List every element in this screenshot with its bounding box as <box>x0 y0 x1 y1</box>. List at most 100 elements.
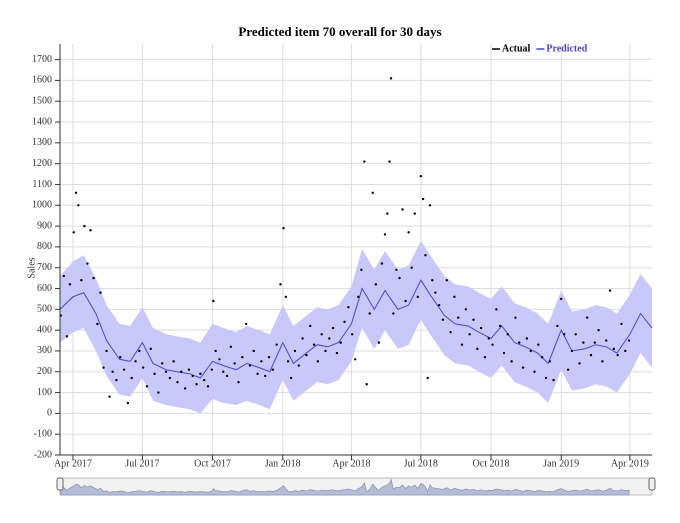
chart-title: Predicted item 70 overall for 30 days <box>238 24 441 39</box>
actual-point <box>608 289 612 292</box>
actual-point <box>563 333 566 336</box>
actual-point <box>437 303 441 307</box>
actual-point <box>86 262 89 265</box>
actual-point <box>377 341 381 344</box>
actual-point <box>264 374 267 378</box>
actual-point <box>331 326 335 330</box>
actual-point <box>105 349 108 353</box>
actual-point <box>464 308 468 311</box>
actual-point <box>309 324 312 328</box>
actual-point <box>354 358 357 361</box>
actual-point <box>92 276 95 280</box>
actual-point <box>233 362 236 365</box>
y-tick-label: 800 <box>37 241 52 252</box>
actual-point <box>180 370 183 373</box>
actual-point <box>237 380 240 384</box>
y-tick-label: 1400 <box>32 116 52 127</box>
actual-point <box>479 326 483 330</box>
x-tick-label: Apr 2019 <box>611 458 649 469</box>
actual-point <box>119 355 122 359</box>
actual-point <box>529 349 532 353</box>
actual-point <box>77 204 80 207</box>
navigator-handle[interactable] <box>56 477 64 491</box>
actual-point <box>312 343 316 346</box>
navigator-handle[interactable] <box>648 477 656 491</box>
actual-point <box>476 347 479 351</box>
actual-point <box>593 341 596 344</box>
actual-point <box>424 254 427 257</box>
actual-point <box>256 372 259 376</box>
actual-point <box>392 312 395 315</box>
actual-point <box>191 374 194 378</box>
actual-point <box>449 331 452 334</box>
actual-point <box>324 349 327 353</box>
actual-point <box>202 378 206 382</box>
actual-point <box>585 316 589 319</box>
actual-point <box>74 191 78 194</box>
actual-point <box>453 295 456 299</box>
actual-point <box>419 174 423 178</box>
actual-point <box>289 376 293 380</box>
actual-point <box>301 337 304 340</box>
actual-point <box>627 339 631 342</box>
actual-point <box>574 333 577 336</box>
actual-point <box>502 351 506 355</box>
x-tick-label: Jan 2019 <box>543 458 579 469</box>
actual-point <box>468 333 471 336</box>
actual-point <box>350 333 354 336</box>
actual-point <box>72 231 75 234</box>
y-tick-label: -200 <box>34 449 52 460</box>
actual-point <box>498 324 502 328</box>
actual-point <box>365 383 368 386</box>
y-tick-label: 1300 <box>32 137 52 148</box>
actual-point <box>275 343 278 346</box>
actual-point <box>267 355 271 359</box>
actual-point <box>328 337 331 340</box>
actual-point <box>297 364 300 367</box>
actual-point <box>472 318 475 321</box>
actual-point <box>214 349 217 353</box>
x-tick-label: Oct 2018 <box>473 458 510 469</box>
y-tick-label: -100 <box>34 428 52 439</box>
y-tick-label: 1200 <box>32 158 52 169</box>
actual-point <box>624 349 627 353</box>
actual-point <box>560 297 563 301</box>
y-tick-label: 1500 <box>32 96 52 107</box>
actual-point <box>374 283 378 286</box>
actual-point <box>126 401 130 405</box>
actual-point <box>380 262 384 265</box>
actual-point <box>335 351 339 355</box>
actual-point <box>145 385 149 388</box>
actual-point <box>241 355 244 359</box>
actual-point <box>176 380 179 384</box>
actual-point <box>229 345 233 348</box>
actual-point <box>199 372 202 376</box>
actual-point <box>149 347 152 351</box>
actual-point <box>428 204 432 207</box>
actual-point <box>260 360 263 363</box>
actual-point <box>138 349 141 353</box>
actual-point <box>589 353 593 357</box>
x-tick-label: Jul 2017 <box>125 458 159 469</box>
actual-point <box>161 362 164 365</box>
actual-point <box>279 283 282 286</box>
legend-label: Predicted <box>546 43 587 54</box>
y-tick-label: 400 <box>37 324 52 335</box>
navigator-area <box>60 478 630 496</box>
actual-point <box>172 360 175 363</box>
y-axis-label: Sales <box>26 257 37 278</box>
y-tick-label: 1700 <box>32 54 52 65</box>
actual-point <box>130 376 133 380</box>
y-tick-label: 200 <box>37 366 52 377</box>
actual-point <box>410 266 413 269</box>
actual-point <box>566 368 570 371</box>
actual-point <box>506 333 510 336</box>
actual-point <box>413 212 416 215</box>
actual-point <box>183 387 187 390</box>
actual-point <box>521 366 525 369</box>
y-tick-label: 500 <box>37 304 52 315</box>
actual-point <box>533 370 536 373</box>
predicted-line <box>59 279 653 379</box>
actual-point <box>62 274 66 278</box>
